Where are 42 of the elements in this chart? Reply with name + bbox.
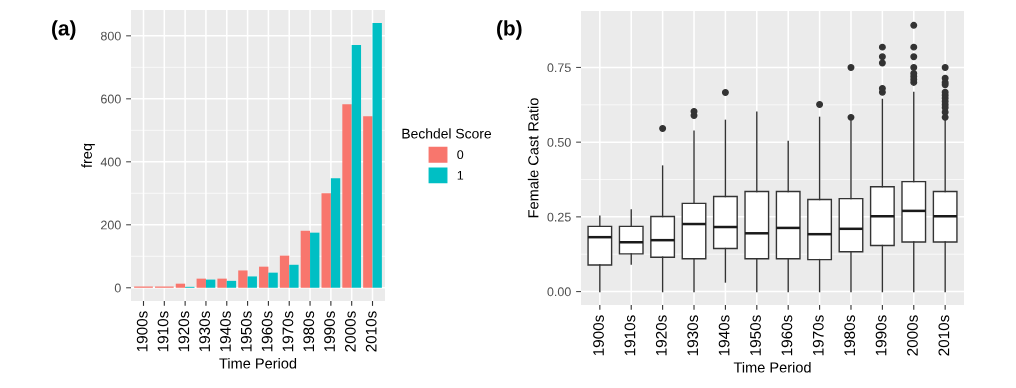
x-tick-label: 1920s <box>655 315 667 356</box>
y-tick-label: 400 <box>100 157 121 167</box>
x-tick-label: 1990s <box>324 311 335 352</box>
x-tick-label: 1990s <box>875 315 887 356</box>
chart-title: (a) <box>52 20 76 40</box>
x-tick-label: 1930s <box>687 315 699 356</box>
y-tick-label: 0.25 <box>547 212 571 222</box>
legend-title: Bechdel Score <box>402 128 492 139</box>
x-tick-label: 1910s <box>157 311 169 352</box>
x-tick-label: 2000s <box>344 311 356 352</box>
legend-label: 0 <box>457 150 464 160</box>
x-tick-label: 1900s <box>136 311 148 352</box>
y-axis-title: Female Cast Ratio <box>527 98 539 218</box>
y-tick-label: 0.50 <box>547 137 571 147</box>
x-tick-label: 1900s <box>593 315 604 356</box>
x-axis-title: Time Period <box>733 361 811 373</box>
chart-title: (b) <box>497 20 522 40</box>
x-tick-label: 1960s <box>781 315 793 356</box>
x-tick-label: 2000s <box>907 315 918 356</box>
x-tick-label: 1980s <box>844 315 856 356</box>
y-axis-title: freq <box>81 143 95 168</box>
y-tick-label: 800 <box>100 31 121 41</box>
x-tick-label: 1960s <box>261 311 273 352</box>
x-tick-label: 2010s <box>938 315 950 356</box>
x-tick-label: 1970s <box>812 315 824 356</box>
legend-label: 1 <box>457 171 464 180</box>
x-tick-label: 1940s <box>718 315 730 356</box>
x-tick-label: 1940s <box>220 311 231 352</box>
x-tick-label: 1970s <box>282 311 294 352</box>
y-tick-label: 600 <box>101 94 121 104</box>
y-tick-label: 0 <box>114 283 121 293</box>
x-axis-title: Time Period <box>219 357 297 369</box>
x-tick-label: 1950s <box>750 315 761 356</box>
x-tick-label: 1950s <box>240 311 252 352</box>
y-tick-label: 0.75 <box>547 63 571 73</box>
x-tick-label: 1930s <box>199 311 211 352</box>
x-tick-label: 1980s <box>303 311 315 352</box>
y-tick-label: 200 <box>101 220 121 230</box>
y-tick-label: 0.00 <box>547 287 571 297</box>
x-tick-label: 2010s <box>365 311 377 352</box>
x-tick-label: 1920s <box>178 311 190 352</box>
x-tick-label: 1910s <box>624 315 636 356</box>
